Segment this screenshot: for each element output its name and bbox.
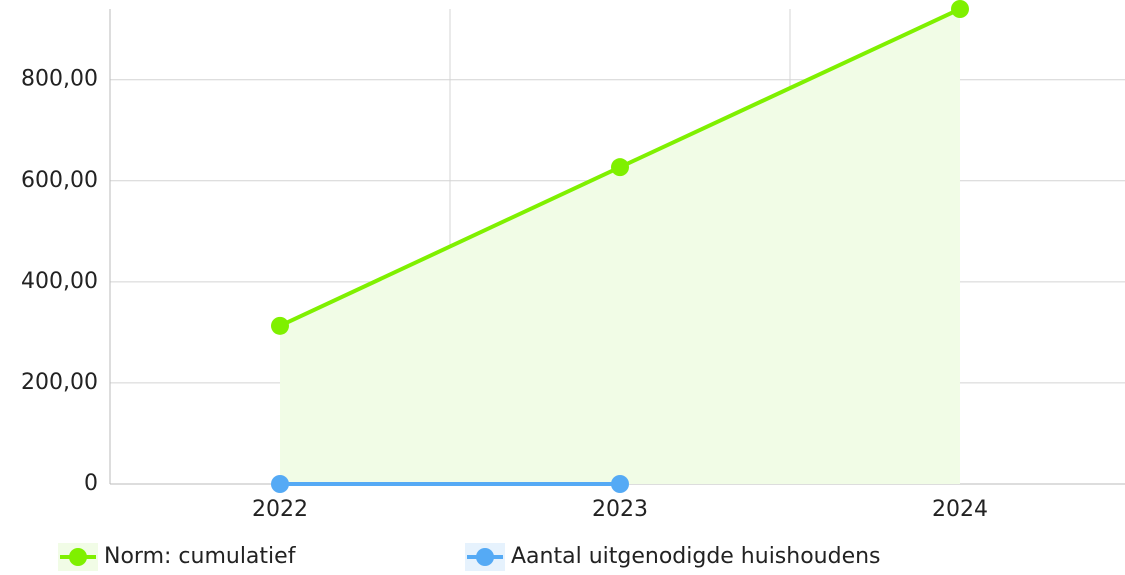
y-tick-label: 400,00 xyxy=(21,269,98,294)
y-tick-label: 200,00 xyxy=(21,370,98,395)
legend-label: Norm: cumulatief xyxy=(104,544,297,569)
legend-swatch-dot xyxy=(69,548,87,566)
data-point xyxy=(271,316,289,335)
data-point xyxy=(271,475,289,493)
y-tick-label: 800,00 xyxy=(21,67,98,92)
x-tick-label: 2024 xyxy=(932,497,988,522)
legend-label: Aantal uitgenodigde huishoudens xyxy=(511,544,881,569)
legend-item: Norm: cumulatief xyxy=(58,543,297,571)
data-point xyxy=(611,475,629,493)
y-tick-label: 600,00 xyxy=(21,168,98,193)
legend-item: Aantal uitgenodigde huishoudens xyxy=(465,543,881,571)
x-tick-label: 2022 xyxy=(252,497,308,522)
series-area xyxy=(280,9,960,484)
legend-swatch-dot xyxy=(476,548,494,566)
y-tick-label: 0 xyxy=(84,471,98,496)
data-point xyxy=(951,0,969,18)
data-point xyxy=(611,158,629,177)
x-tick-label: 2023 xyxy=(592,497,648,522)
